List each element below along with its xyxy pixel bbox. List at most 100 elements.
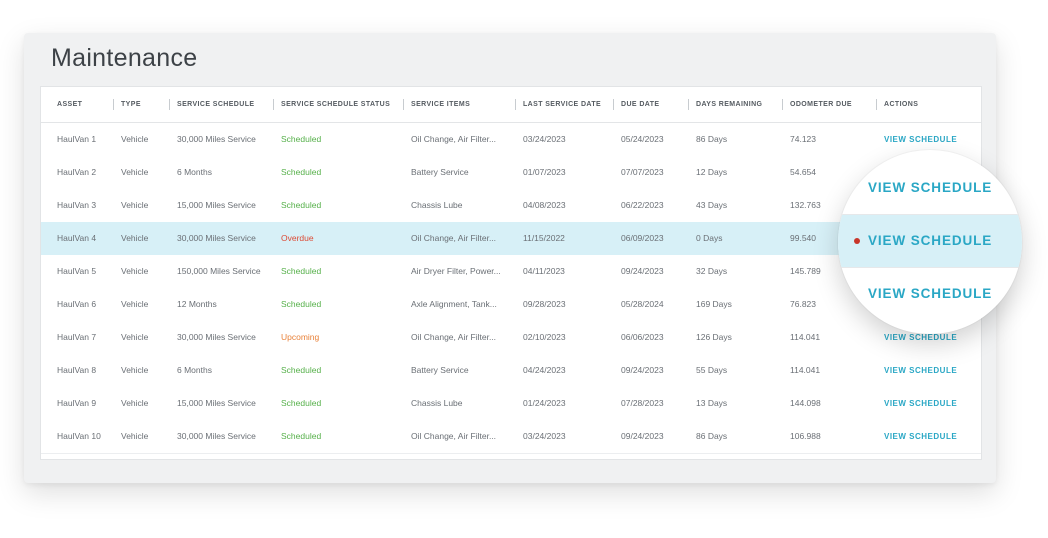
cell-status: Scheduled xyxy=(281,167,322,177)
cell-asset: HaulVan 5 xyxy=(57,266,97,276)
cell-status: Scheduled xyxy=(281,266,322,276)
cell-days: 86 Days xyxy=(696,431,728,441)
cell-status: Scheduled xyxy=(281,431,322,441)
cell-due: 09/24/2023 xyxy=(621,365,664,375)
table-row[interactable]: HaulVan 7 Vehicle 30,000 Miles Service Upco… xyxy=(41,321,981,355)
cell-status: Upcoming xyxy=(281,332,320,342)
table-row[interactable]: HaulVan 2 Vehicle 6 Months Scheduled Battery… xyxy=(41,156,981,190)
cell-odometer: 54.654 xyxy=(790,167,816,177)
cell-due: 07/28/2023 xyxy=(621,398,664,408)
cell-due: 07/07/2023 xyxy=(621,167,664,177)
row-divider xyxy=(838,267,1022,268)
cell-odometer: 74.123 xyxy=(790,134,816,144)
column-header-service-schedule-status[interactable]: SERVICE SCHEDULE STATUS xyxy=(272,87,390,122)
cell-type: Vehicle xyxy=(121,365,149,375)
cell-odometer: 106.988 xyxy=(790,431,821,441)
column-header-due-date[interactable]: DUE DATE xyxy=(612,87,659,122)
cell-status: Scheduled xyxy=(281,134,322,144)
cell-asset: HaulVan 2 xyxy=(57,167,97,177)
magnified-row: VIEW SCHEDULE xyxy=(838,268,1022,320)
cell-asset: HaulVan 3 xyxy=(57,200,97,210)
cell-odometer: 76.823 xyxy=(790,299,816,309)
cell-status: Scheduled xyxy=(281,200,322,210)
view-schedule-link[interactable]: VIEW SCHEDULE xyxy=(884,432,958,441)
cell-asset: HaulVan 7 xyxy=(57,332,97,342)
view-schedule-link[interactable]: VIEW SCHEDULE xyxy=(868,180,993,195)
table-row[interactable]: HaulVan 8 Vehicle 6 Months Scheduled Battery… xyxy=(41,354,981,388)
view-schedule-link[interactable]: VIEW SCHEDULE xyxy=(868,233,993,248)
cell-type: Vehicle xyxy=(121,299,149,309)
cell-days: 32 Days xyxy=(696,266,728,276)
cell-days: 13 Days xyxy=(696,398,728,408)
cell-asset: HaulVan 10 xyxy=(57,431,101,441)
cell-due: 05/28/2024 xyxy=(621,299,664,309)
column-header-type[interactable]: TYPE xyxy=(113,87,141,122)
cell-due: 06/22/2023 xyxy=(621,200,664,210)
magnified-row: VIEW SCHEDULE xyxy=(838,162,1022,214)
cell-last: 03/24/2023 xyxy=(523,431,566,441)
cell-days: 55 Days xyxy=(696,365,728,375)
cell-items: Battery Service xyxy=(411,365,469,375)
cell-last: 11/15/2022 xyxy=(523,233,565,243)
table-row[interactable]: HaulVan 5 Vehicle 150,000 Miles Service Sch… xyxy=(41,255,981,289)
cell-due: 09/24/2023 xyxy=(621,266,664,276)
cell-last: 03/24/2023 xyxy=(523,134,566,144)
cell-type: Vehicle xyxy=(121,266,149,276)
view-schedule-link[interactable]: VIEW SCHEDULE xyxy=(884,333,958,342)
cell-status: Scheduled xyxy=(281,365,322,375)
table-header: ASSET TYPE SERVICE SCHEDULE SERVICE SCHE… xyxy=(41,87,981,123)
table-row[interactable]: HaulVan 9 Vehicle 15,000 Miles Service Sche… xyxy=(41,387,981,421)
cell-schedule: 6 Months xyxy=(177,365,212,375)
red-dot-indicator-icon xyxy=(854,238,860,244)
cell-type: Vehicle xyxy=(121,398,149,408)
column-header-last-service-date[interactable]: LAST SERVICE DATE xyxy=(514,87,601,122)
cell-due: 05/24/2023 xyxy=(621,134,664,144)
cell-odometer: 114.041 xyxy=(790,365,821,375)
cell-days: 126 Days xyxy=(696,332,732,342)
view-schedule-link[interactable]: VIEW SCHEDULE xyxy=(884,366,958,375)
cell-last: 04/11/2023 xyxy=(523,266,565,276)
cell-schedule: 30,000 Miles Service xyxy=(177,134,256,144)
cell-type: Vehicle xyxy=(121,134,149,144)
cell-asset: HaulVan 9 xyxy=(57,398,97,408)
cell-type: Vehicle xyxy=(121,200,149,210)
column-header-service-items[interactable]: SERVICE ITEMS xyxy=(402,87,470,122)
magnifier-zoom: VIEW SCHEDULE VIEW SCHEDULE VIEW SCHEDUL… xyxy=(838,150,1022,334)
cell-type: Vehicle xyxy=(121,233,149,243)
column-header-service-schedule[interactable]: SERVICE SCHEDULE xyxy=(168,87,254,122)
cell-asset: HaulVan 4 xyxy=(57,233,97,243)
cell-odometer: 132.763 xyxy=(790,200,821,210)
cell-status: Scheduled xyxy=(281,398,322,408)
cell-asset: HaulVan 1 xyxy=(57,134,97,144)
table-row[interactable]: HaulVan 4 Vehicle 30,000 Miles Service Over… xyxy=(41,222,981,256)
cell-schedule: 15,000 Miles Service xyxy=(177,398,256,408)
cell-odometer: 99.540 xyxy=(790,233,816,243)
cell-type: Vehicle xyxy=(121,167,149,177)
cell-items: Axle Alignment, Tank... xyxy=(411,299,497,309)
cell-days: 43 Days xyxy=(696,200,728,210)
cell-schedule: 30,000 Miles Service xyxy=(177,233,256,243)
cell-odometer: 145.789 xyxy=(790,266,821,276)
cell-asset: HaulVan 6 xyxy=(57,299,97,309)
cell-last: 02/10/2023 xyxy=(523,332,566,342)
view-schedule-link[interactable]: VIEW SCHEDULE xyxy=(884,399,958,408)
cell-schedule: 15,000 Miles Service xyxy=(177,200,256,210)
column-header-odometer-due[interactable]: ODOMETER DUE xyxy=(782,87,852,122)
cell-status: Scheduled xyxy=(281,299,322,309)
view-schedule-link[interactable]: VIEW SCHEDULE xyxy=(868,286,993,301)
cell-items: Oil Change, Air Filter... xyxy=(411,332,497,342)
page-title: Maintenance xyxy=(51,44,198,72)
cell-items: Chassis Lube xyxy=(411,398,463,408)
cell-days: 12 Days xyxy=(696,167,728,177)
cell-schedule: 6 Months xyxy=(177,167,212,177)
table-row[interactable]: HaulVan 1 Vehicle 30,000 Miles Service Sche… xyxy=(41,123,981,157)
column-header-days-remaining[interactable]: DAYS REMAINING xyxy=(687,87,762,122)
cell-items: Oil Change, Air Filter... xyxy=(411,233,497,243)
column-header-asset[interactable]: ASSET xyxy=(57,101,83,108)
cell-last: 01/24/2023 xyxy=(523,398,566,408)
cell-type: Vehicle xyxy=(121,332,149,342)
cell-items: Air Dryer Filter, Power... xyxy=(411,266,501,276)
table-row[interactable]: HaulVan 10 Vehicle 30,000 Miles Service Sch… xyxy=(41,420,981,454)
cell-status: Overdue xyxy=(281,233,314,243)
view-schedule-link[interactable]: VIEW SCHEDULE xyxy=(884,135,958,144)
